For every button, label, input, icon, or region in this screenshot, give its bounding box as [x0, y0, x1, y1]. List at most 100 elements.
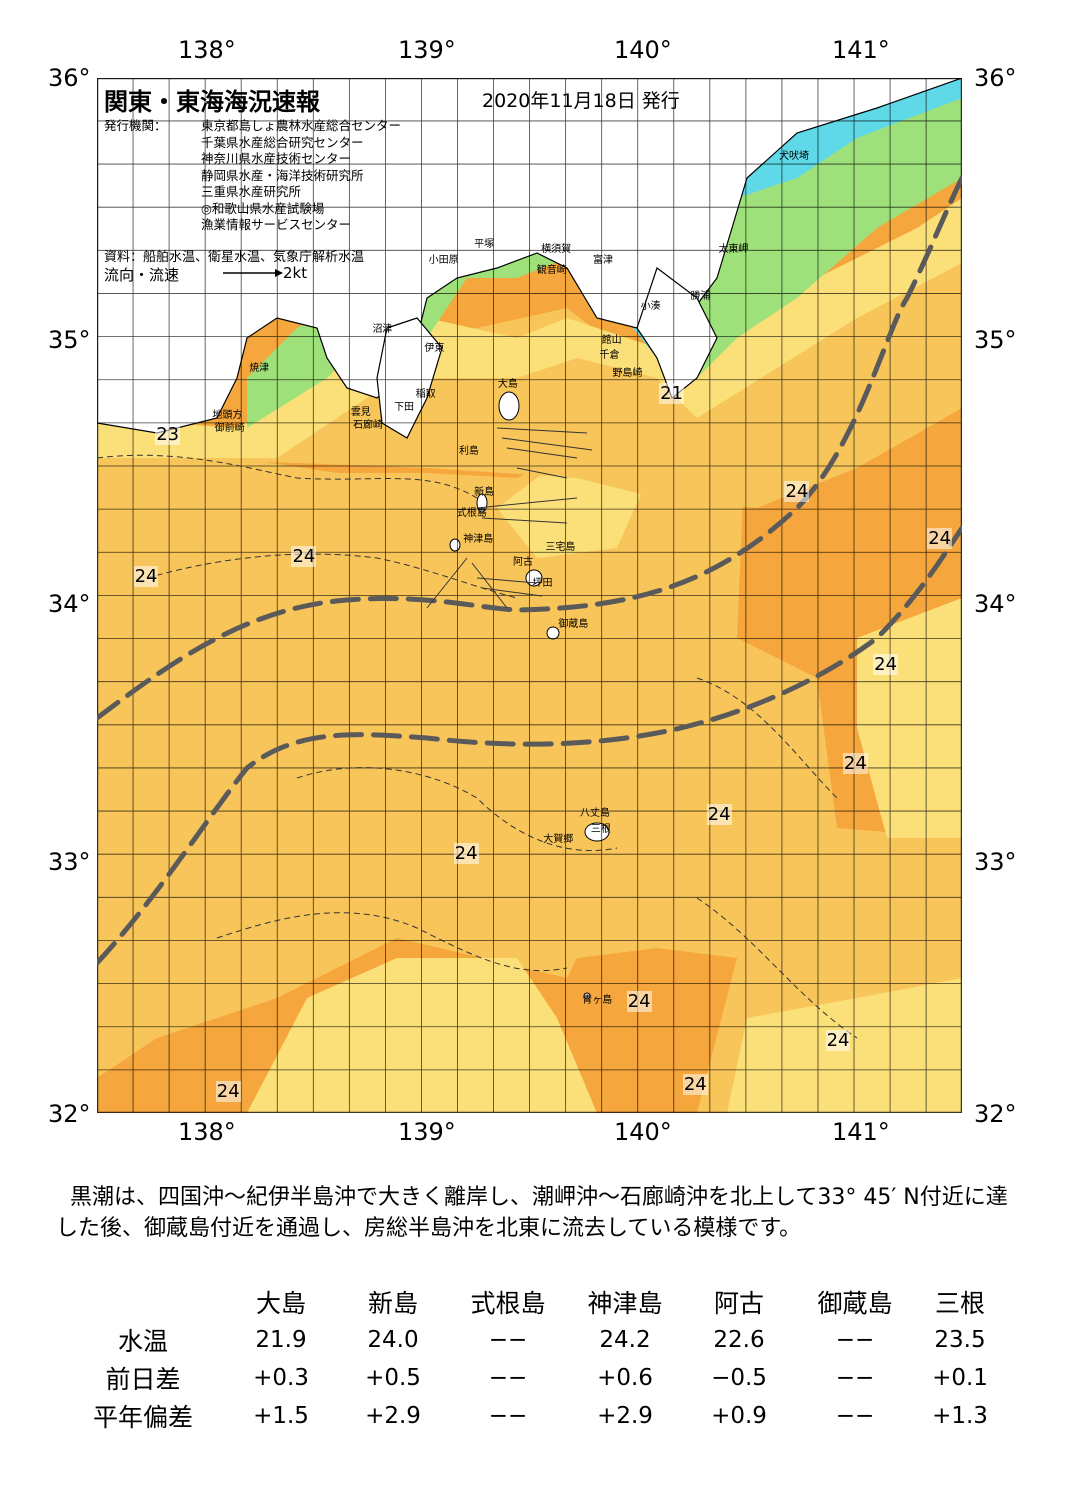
place-name: 伊東 — [424, 342, 445, 354]
map-title: 関東・東海海況速報 — [104, 88, 320, 116]
place-name: 横須賀 — [541, 244, 572, 256]
table-cell: +0.5 — [365, 1365, 421, 1391]
kozu-island — [449, 538, 461, 552]
kuroshio-north-boundary — [97, 175, 962, 721]
table-header-cell: 新島 — [367, 1289, 418, 1318]
place-name: 太東岬 — [718, 244, 749, 256]
table-cell: 24.2 — [599, 1327, 651, 1353]
publisher-item: 千葉県水産総合研究センター — [201, 134, 364, 150]
place-name: 御蔵島 — [558, 619, 589, 631]
lon-label-bottom-138: 138° — [178, 1118, 236, 1146]
flow-legend-arrow — [223, 269, 283, 277]
table-header-cell: 式根島 — [470, 1289, 546, 1318]
place-name: 神津島 — [463, 533, 494, 545]
table-row: 前日差 +0.3 +0.5 −− +0.6 −0.5 −− +0.1 — [58, 1359, 1002, 1397]
temperature-label: 24 — [784, 481, 810, 502]
lon-label-top-138: 138° — [178, 36, 236, 64]
place-name: 新島 — [474, 487, 495, 499]
place-name: 阿古 — [513, 557, 533, 569]
place-name: 大島 — [497, 378, 518, 390]
issue-date: 2020年11月18日 発行 — [482, 90, 680, 112]
table-cell: +2.9 — [597, 1403, 653, 1429]
place-name: 雲見 — [350, 407, 371, 419]
lat-label-left-34: 34° — [48, 590, 91, 618]
table-header-cell: 三根 — [934, 1289, 985, 1318]
lat-label-right-36: 36° — [974, 64, 1017, 92]
publisher-label: 発行機関： — [104, 118, 167, 133]
table-cell: −− — [488, 1403, 528, 1429]
table-cell: +1.3 — [932, 1403, 988, 1429]
place-name: 稲取 — [415, 389, 436, 401]
lat-label-left-35: 35° — [48, 326, 91, 354]
table-cell: 24.0 — [367, 1327, 419, 1353]
place-name: 式根島 — [456, 508, 487, 520]
table-cell: −− — [488, 1327, 528, 1353]
table-header-cell: 大島 — [255, 1289, 306, 1318]
land-boso-peninsula — [636, 267, 718, 399]
temperature-label: 24 — [706, 804, 732, 826]
oshima-island — [498, 391, 520, 421]
flow-legend-unit: 2kt — [283, 264, 308, 282]
temperature-label: 24 — [626, 990, 652, 1012]
table-header-cell: 御蔵島 — [817, 1289, 893, 1318]
place-name: 小湊 — [640, 301, 661, 313]
lat-label-left-32: 32° — [48, 1100, 91, 1128]
kuroshio-axis — [97, 175, 962, 966]
table-cell: 21.9 — [255, 1327, 307, 1353]
aoga-island — [583, 992, 591, 1000]
table-cell: +1.5 — [253, 1403, 309, 1429]
temperature-label: 24 — [291, 545, 317, 567]
mikura-island — [546, 626, 560, 640]
lon-label-bottom-140: 140° — [614, 1118, 672, 1146]
place-name: 地頭方 — [212, 409, 243, 421]
place-name: 小田原 — [428, 254, 459, 266]
table-header-row: 大島 新島 式根島 神津島 阿古 御蔵島 三根 — [58, 1283, 1002, 1321]
place-name: 坪田 — [532, 577, 553, 589]
lat-label-left-36: 36° — [48, 64, 91, 92]
place-name: 大賀郷 — [543, 834, 574, 846]
lat-label-right-34: 34° — [974, 590, 1017, 618]
table-row: 平年偏差 +1.5 +2.9 −− +2.9 +0.9 −− +1.3 — [58, 1397, 1002, 1435]
row-label: 水温 — [117, 1327, 168, 1356]
table-header-blank — [58, 1283, 228, 1321]
current-vectors — [426, 427, 593, 609]
publisher-item: 東京都島しょ農林水産総合センター — [201, 118, 402, 133]
lon-label-bottom-139: 139° — [398, 1118, 456, 1146]
place-name: 利島 — [458, 446, 479, 457]
table-cell: +2.9 — [365, 1403, 421, 1429]
publisher-item: 神奈川県水産技術センター — [201, 151, 352, 166]
place-name: 勝浦 — [690, 290, 711, 302]
temperature-label: 24 — [453, 843, 479, 865]
lat-label-right-33: 33° — [974, 848, 1017, 876]
place-name: 千倉 — [599, 350, 620, 362]
lon-label-bottom-141: 141° — [832, 1118, 890, 1146]
place-name: 沼津 — [372, 324, 393, 336]
publisher-item: 静岡県水産・海洋技術研究所 — [201, 167, 364, 183]
table-cell: −− — [835, 1403, 875, 1429]
place-name: 焼津 — [249, 363, 270, 375]
ocean-condition-map — [97, 78, 962, 1113]
table-cell: 22.6 — [713, 1327, 765, 1353]
temperature-label: 24 — [133, 566, 159, 588]
observation-table: 大島 新島 式根島 神津島 阿古 御蔵島 三根 水温 21.9 24.0 −− … — [58, 1283, 1002, 1435]
place-name: 観音崎 — [536, 264, 567, 276]
place-name: 八丈島 — [580, 808, 611, 820]
row-label: 平年偏差 — [92, 1403, 193, 1432]
lat-lon-grid — [97, 78, 962, 1113]
place-name: 青ヶ島 — [582, 994, 613, 1006]
temperature-label: 24 — [215, 1081, 241, 1103]
table-cell: −0.5 — [711, 1365, 767, 1391]
publisher-item: 三重県水産研究所 — [201, 184, 302, 199]
place-name: 三宅島 — [545, 541, 576, 553]
place-name: 館山 — [601, 334, 622, 346]
temperature-label: 24 — [873, 654, 899, 676]
place-name: 三根 — [590, 823, 611, 835]
lat-label-left-33: 33° — [48, 848, 91, 876]
place-name: 下田 — [394, 402, 415, 414]
data-source: 資料：船舶水温、衛星水温、気象庁解析水温 — [104, 250, 365, 265]
lat-label-right-32: 32° — [974, 1100, 1017, 1128]
temperature-label: 24 — [682, 1073, 708, 1095]
table-cell: +0.9 — [711, 1403, 767, 1429]
place-name: 石廊崎 — [352, 420, 383, 432]
table-header-cell: 神津島 — [587, 1289, 663, 1318]
